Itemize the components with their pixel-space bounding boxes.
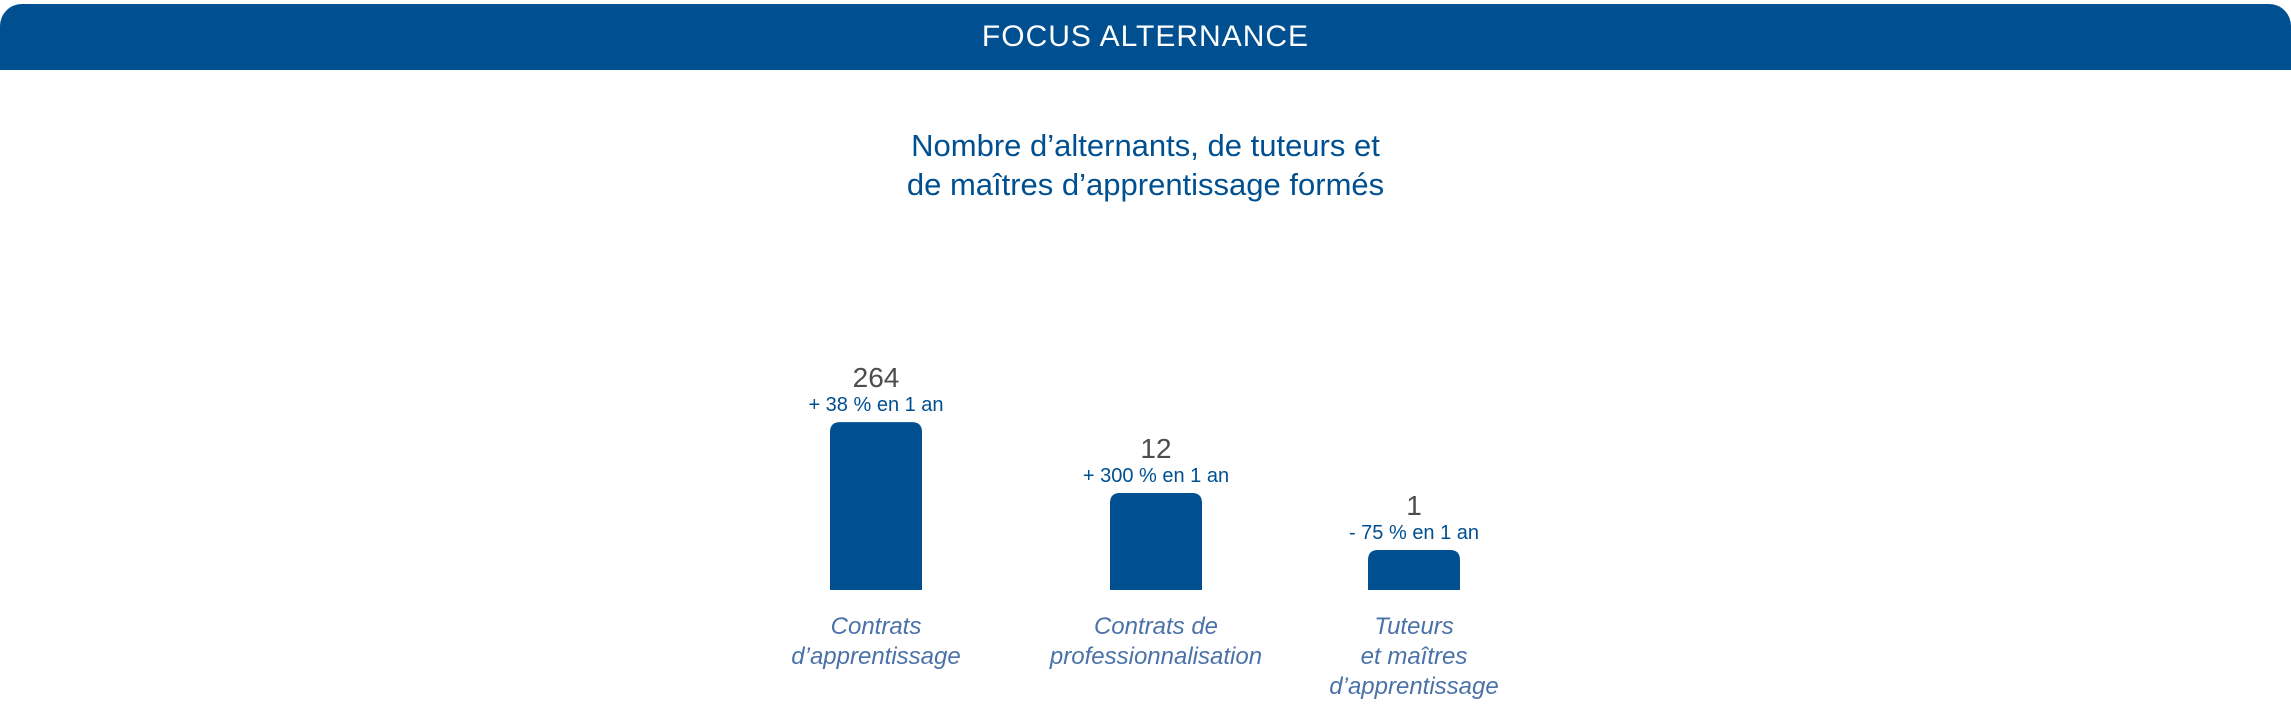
- category-label-3-line-2: et maîtres: [1361, 643, 1468, 670]
- category-label-1-line-2: d’apprentissage: [791, 643, 960, 670]
- bar-2: [1110, 493, 1202, 590]
- change-label-2: + 300 % en 1 an: [1083, 465, 1229, 487]
- change-label-3: - 75 % en 1 an: [1349, 522, 1479, 544]
- value-label-2: 12: [1140, 433, 1171, 464]
- change-label-1: + 38 % en 1 an: [808, 394, 943, 416]
- chart-title: Nombre d’alternants, de tuteurs et de ma…: [0, 126, 2291, 204]
- category-label-3-line-1: Tuteurs: [1374, 613, 1454, 640]
- bar-3: [1368, 550, 1460, 590]
- category-label-3-line-3: d’apprentissage: [1329, 673, 1498, 700]
- category-label-2-line-2: professionnalisation: [1049, 643, 1262, 670]
- chart-title-line-2: de maîtres d’apprentissage formés: [906, 167, 1385, 202]
- bar-1: [830, 422, 922, 590]
- value-label-1: 264: [853, 362, 900, 393]
- header-banner: FOCUS ALTERNANCE: [0, 4, 2291, 70]
- category-label-1-line-1: Contrats: [831, 613, 922, 640]
- value-label-3: 1: [1406, 490, 1422, 521]
- category-label-2-line-1: Contrats de: [1094, 613, 1218, 640]
- chart-title-line-1: Nombre d’alternants, de tuteurs et: [911, 128, 1380, 163]
- header-title: FOCUS ALTERNANCE: [981, 20, 1310, 53]
